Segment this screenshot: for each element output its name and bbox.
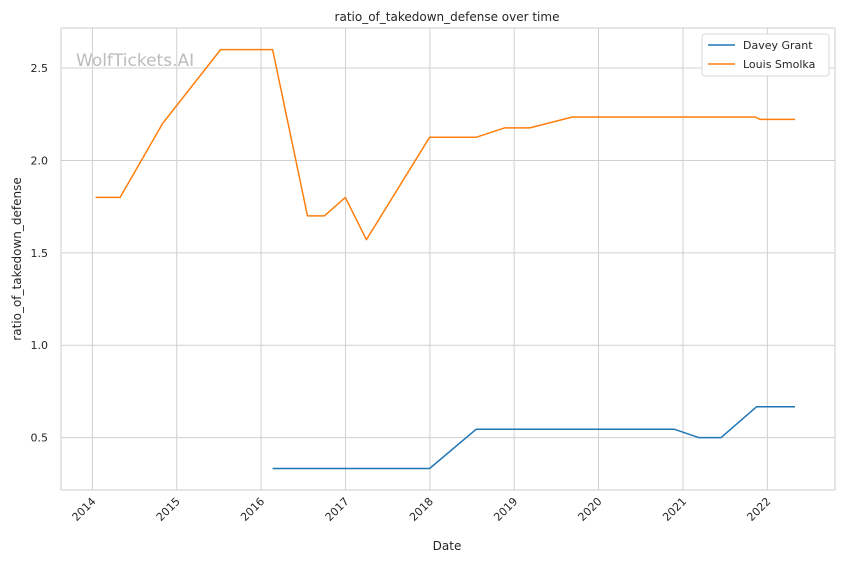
x-tick-label: 2017 — [323, 495, 352, 524]
x-tick-label: 2016 — [238, 495, 267, 524]
legend-label-davey-grant: Davey Grant — [743, 39, 813, 52]
y-tick-label: 2.0 — [31, 154, 49, 167]
y-tick-labels: 0.5 1.0 1.5 2.0 2.5 — [31, 62, 49, 445]
chart-title: ratio_of_takedown_defense over time — [335, 10, 560, 24]
x-tick-label: 2018 — [407, 495, 436, 524]
x-tick-label: 2021 — [660, 495, 689, 524]
y-tick-label: 1.0 — [31, 339, 49, 352]
x-axis-label: Date — [433, 539, 462, 553]
y-tick-label: 2.5 — [31, 62, 49, 75]
x-tick-labels: 2014 2015 2016 2017 2018 2019 2020 2021 2022 — [70, 495, 774, 524]
legend: Davey Grant Louis Smolka — [701, 33, 830, 77]
watermark: WolfTickets.AI — [76, 51, 194, 71]
series-lines — [95, 48, 795, 470]
x-tick-label: 2019 — [491, 495, 520, 524]
y-tick-label: 0.5 — [31, 432, 49, 445]
x-tick-label: 2015 — [154, 495, 183, 524]
series-line-louis-smolka — [95, 48, 795, 241]
legend-label-louis-smolka: Louis Smolka — [743, 58, 815, 71]
y-tick-label: 1.5 — [31, 247, 49, 260]
plot-area — [60, 27, 836, 491]
x-tick-label: 2014 — [70, 495, 99, 524]
series-line-davey-grant — [272, 406, 795, 470]
y-axis-label: ratio_of_takedown_defense — [10, 177, 24, 340]
x-tick-label: 2022 — [744, 495, 773, 524]
x-tick-label: 2020 — [576, 495, 605, 524]
